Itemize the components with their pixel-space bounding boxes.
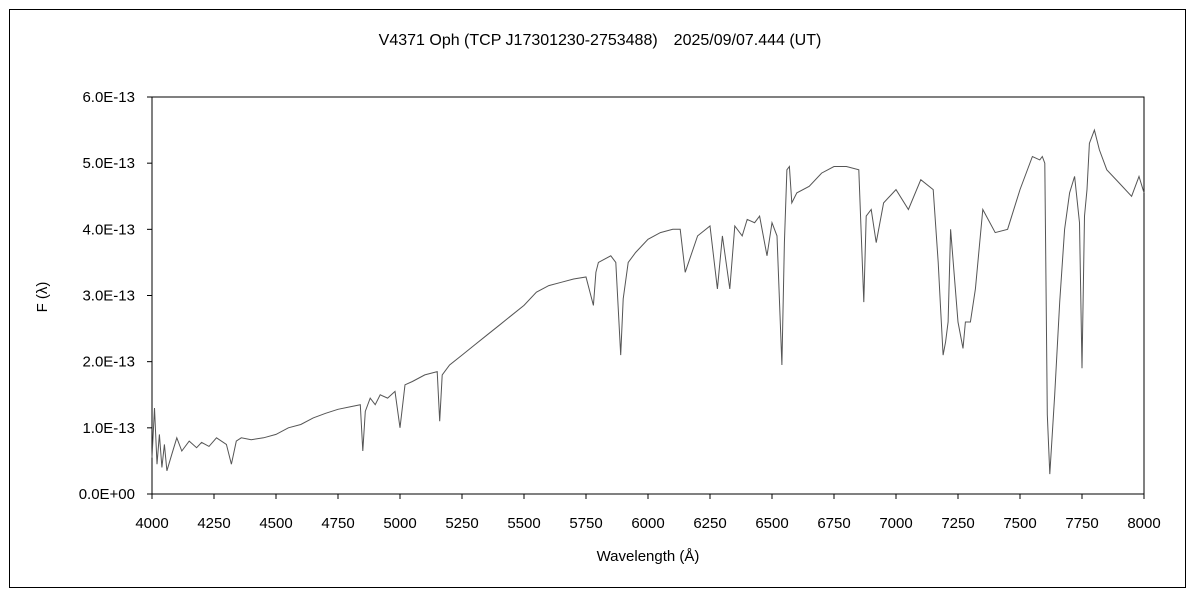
x-tick-label: 5250 xyxy=(445,515,478,532)
x-tick-label: 4250 xyxy=(197,515,230,532)
x-tick-label: 7000 xyxy=(879,515,912,532)
chart-title: V4371 Oph (TCP J17301230-2753488) 2025/0… xyxy=(379,32,822,49)
y-tick-label: 0.0E+00 xyxy=(79,486,135,503)
y-axis-label: F (λ) xyxy=(34,282,51,313)
y-tick-label: 6.0E-13 xyxy=(82,89,135,106)
plot-area xyxy=(151,96,1145,495)
x-tick-label: 5500 xyxy=(507,515,540,532)
x-tick-label: 6500 xyxy=(755,515,788,532)
x-tick-label: 7750 xyxy=(1065,515,1098,532)
x-tick-label: 5000 xyxy=(383,515,416,532)
x-tick-label: 4000 xyxy=(135,515,168,532)
x-tick-label: 4500 xyxy=(259,515,292,532)
x-tick-label: 6250 xyxy=(693,515,726,532)
y-tick-label: 1.0E-13 xyxy=(82,420,135,437)
chart-frame xyxy=(9,9,1186,588)
x-axis: 4000 4250 4500 4750 5000 5250 5500 5750 6000 6250… xyxy=(135,494,1161,532)
x-tick-label: 7250 xyxy=(941,515,974,532)
x-tick-label: 6750 xyxy=(817,515,850,532)
y-tick-label: 2.0E-13 xyxy=(82,354,135,371)
x-tick-label: 7500 xyxy=(1003,515,1036,532)
y-axis: 0.0E+00 1.0E-13 2.0E-13 3.0E-13 4.0E-13 5.0E-… xyxy=(79,89,152,503)
y-tick-label: 3.0E-13 xyxy=(82,288,135,305)
y-tick-label: 4.0E-13 xyxy=(82,221,135,238)
y-tick-label: 5.0E-13 xyxy=(82,155,135,172)
x-tick-label: 6000 xyxy=(631,515,664,532)
spectrum-line xyxy=(151,128,1145,475)
x-tick-label: 4750 xyxy=(321,515,354,532)
x-axis-label: Wavelength (Å) xyxy=(597,548,700,565)
x-tick-label: 5750 xyxy=(569,515,602,532)
x-tick-label: 8000 xyxy=(1127,515,1160,532)
